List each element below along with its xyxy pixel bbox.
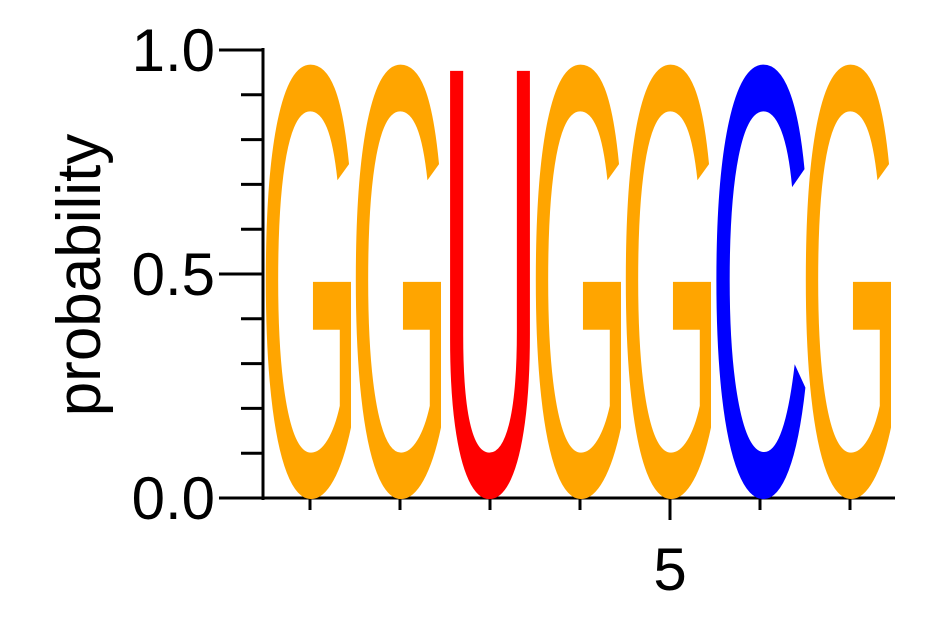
y-tick-label: 0.5 — [132, 241, 215, 308]
logo-letter: G — [619, 0, 720, 617]
logo-letter: G — [259, 0, 360, 617]
y-tick-label: 0.0 — [132, 465, 215, 532]
logo-letter: G — [349, 0, 450, 617]
logo-letter: G — [529, 0, 630, 617]
logo-letter: G — [799, 0, 900, 617]
x-tick-label: 5 — [653, 536, 686, 603]
logo-letter: C — [709, 0, 811, 617]
logo-letter: U — [439, 0, 541, 617]
y-tick-label: 1.0 — [132, 17, 215, 84]
y-axis-label: probability — [45, 134, 114, 417]
